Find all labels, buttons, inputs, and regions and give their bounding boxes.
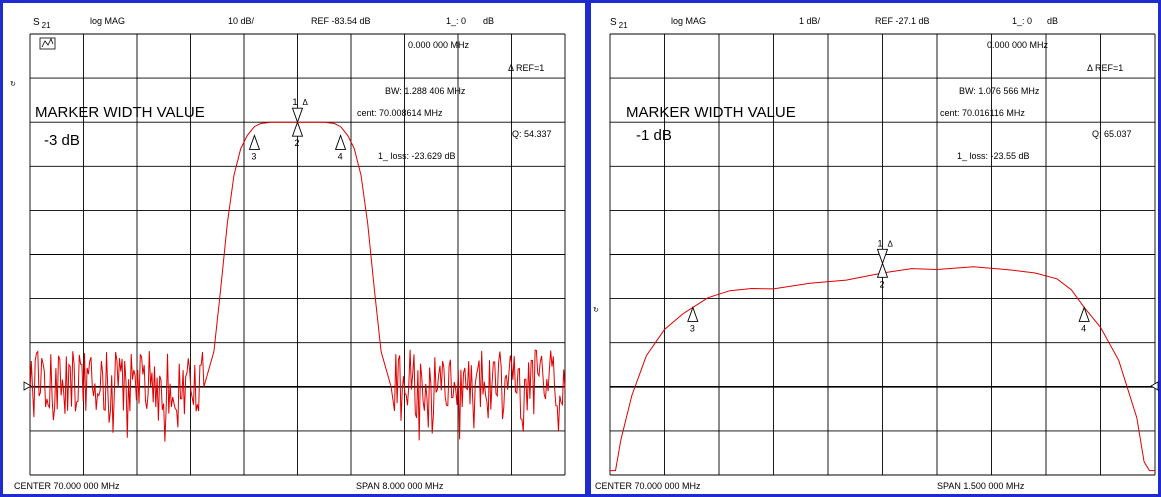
marker-readout: 1_: 0 bbox=[1012, 16, 1032, 26]
markers: 1 Δ 2 3 4 bbox=[248, 97, 347, 161]
left-analyzer-panel: S 21 log MAG 10 dB/ REF -83.54 dB 1_: 0 d… bbox=[0, 0, 588, 497]
marker-3[interactable]: 3 bbox=[248, 134, 261, 161]
param-label: S 21 bbox=[33, 17, 51, 30]
panel-frame bbox=[0, 0, 588, 497]
width-value: -3 dB bbox=[44, 132, 80, 149]
bw-readout: BW: 1.076 566 MHz bbox=[959, 86, 1040, 96]
channel-indicator: ↻ bbox=[10, 81, 16, 88]
marker-4[interactable]: 4 bbox=[334, 134, 347, 161]
scale-label: 10 dB/ bbox=[228, 16, 255, 26]
delta-symbol: Δ bbox=[303, 98, 309, 107]
q-readout: Q: 65.037 bbox=[1092, 129, 1132, 139]
ref-mode: Δ REF=1 bbox=[508, 63, 544, 73]
marker-4[interactable]: 4 bbox=[1078, 306, 1090, 333]
marker-2[interactable]: 2 bbox=[291, 120, 304, 148]
marker-triangle bbox=[876, 261, 889, 278]
marker-triangle bbox=[687, 306, 699, 322]
left-chart: S 21 log MAG 10 dB/ REF -83.54 dB 1_: 0 d… bbox=[10, 16, 566, 491]
marker-label: 4 bbox=[338, 151, 343, 161]
param-label: S 21 bbox=[610, 17, 628, 30]
span-frequency: SPAN 8.000 000 MHz bbox=[356, 481, 444, 491]
right-chart: S 21 log MAG 1 dB/ REF -27.1 dB 1_: 0 dB … bbox=[593, 16, 1159, 491]
center-readout: cent: 70.016116 MHz bbox=[940, 108, 1025, 118]
marker-readout: 1_: 0 bbox=[446, 16, 466, 26]
marker-triangle bbox=[876, 248, 889, 265]
delta-symbol: Δ bbox=[888, 239, 894, 248]
marker-unit: dB bbox=[483, 16, 494, 26]
format-label: log MAG bbox=[90, 16, 125, 26]
marker-3[interactable]: 3 bbox=[687, 306, 699, 333]
bw-readout: BW: 1.288 406 MHz bbox=[385, 86, 466, 96]
width-value: -1 dB bbox=[636, 127, 672, 144]
marker-width-title: MARKER WIDTH VALUE bbox=[626, 104, 796, 121]
marker-triangle bbox=[248, 134, 261, 150]
reference-level-arrow-left bbox=[23, 381, 32, 391]
span-frequency: SPAN 1.500 000 MHz bbox=[937, 481, 1025, 491]
marker-2[interactable]: 2 bbox=[876, 261, 889, 289]
ref-label: REF -83.54 dB bbox=[311, 16, 371, 26]
marker-triangle bbox=[291, 107, 304, 124]
marker-label: 3 bbox=[251, 151, 256, 161]
marker-label: 3 bbox=[690, 323, 695, 333]
center-frequency: CENTER 70.000 000 MHz bbox=[595, 481, 701, 491]
right-analyzer-panel: S 21 log MAG 1 dB/ REF -27.1 dB 1_: 0 dB … bbox=[588, 0, 1161, 497]
marker-label: 1 bbox=[878, 238, 883, 248]
marker-triangle bbox=[291, 120, 304, 137]
loss-readout: 1_ loss: -23.55 dB bbox=[957, 151, 1030, 161]
marker-frequency: 0.000 000 MHz bbox=[408, 40, 470, 50]
center-readout: cent: 70.008614 MHz bbox=[357, 108, 443, 118]
marker-label: 1 bbox=[293, 97, 298, 107]
marker-width-title: MARKER WIDTH VALUE bbox=[35, 104, 205, 121]
loss-readout: 1_ loss: -23.629 dB bbox=[378, 151, 456, 161]
reference-level-arrow-right bbox=[1150, 381, 1159, 391]
channel-indicator: ↻ bbox=[593, 307, 599, 314]
marker-frequency: 0.000 000 MHz bbox=[987, 40, 1049, 50]
ref-mode: Δ REF=1 bbox=[1087, 63, 1123, 73]
marker-unit: dB bbox=[1047, 16, 1058, 26]
marker-label: 2 bbox=[880, 279, 885, 289]
marker-label: 2 bbox=[295, 138, 300, 148]
marker-triangle bbox=[1078, 306, 1090, 322]
q-readout: Q: 54.337 bbox=[512, 129, 552, 139]
grid bbox=[29, 33, 566, 476]
marker-triangle bbox=[334, 134, 347, 150]
markers: 1 Δ 2 3 4 bbox=[687, 238, 1090, 333]
scale-label: 1 dB/ bbox=[799, 16, 821, 26]
marker-label: 4 bbox=[1081, 323, 1086, 333]
panel-frame bbox=[588, 0, 1161, 497]
trace-line bbox=[29, 121, 566, 442]
center-frequency: CENTER 70.000 000 MHz bbox=[14, 481, 120, 491]
autoscale-icon[interactable] bbox=[39, 37, 56, 50]
ref-label: REF -27.1 dB bbox=[875, 16, 930, 26]
format-label: log MAG bbox=[671, 16, 706, 26]
